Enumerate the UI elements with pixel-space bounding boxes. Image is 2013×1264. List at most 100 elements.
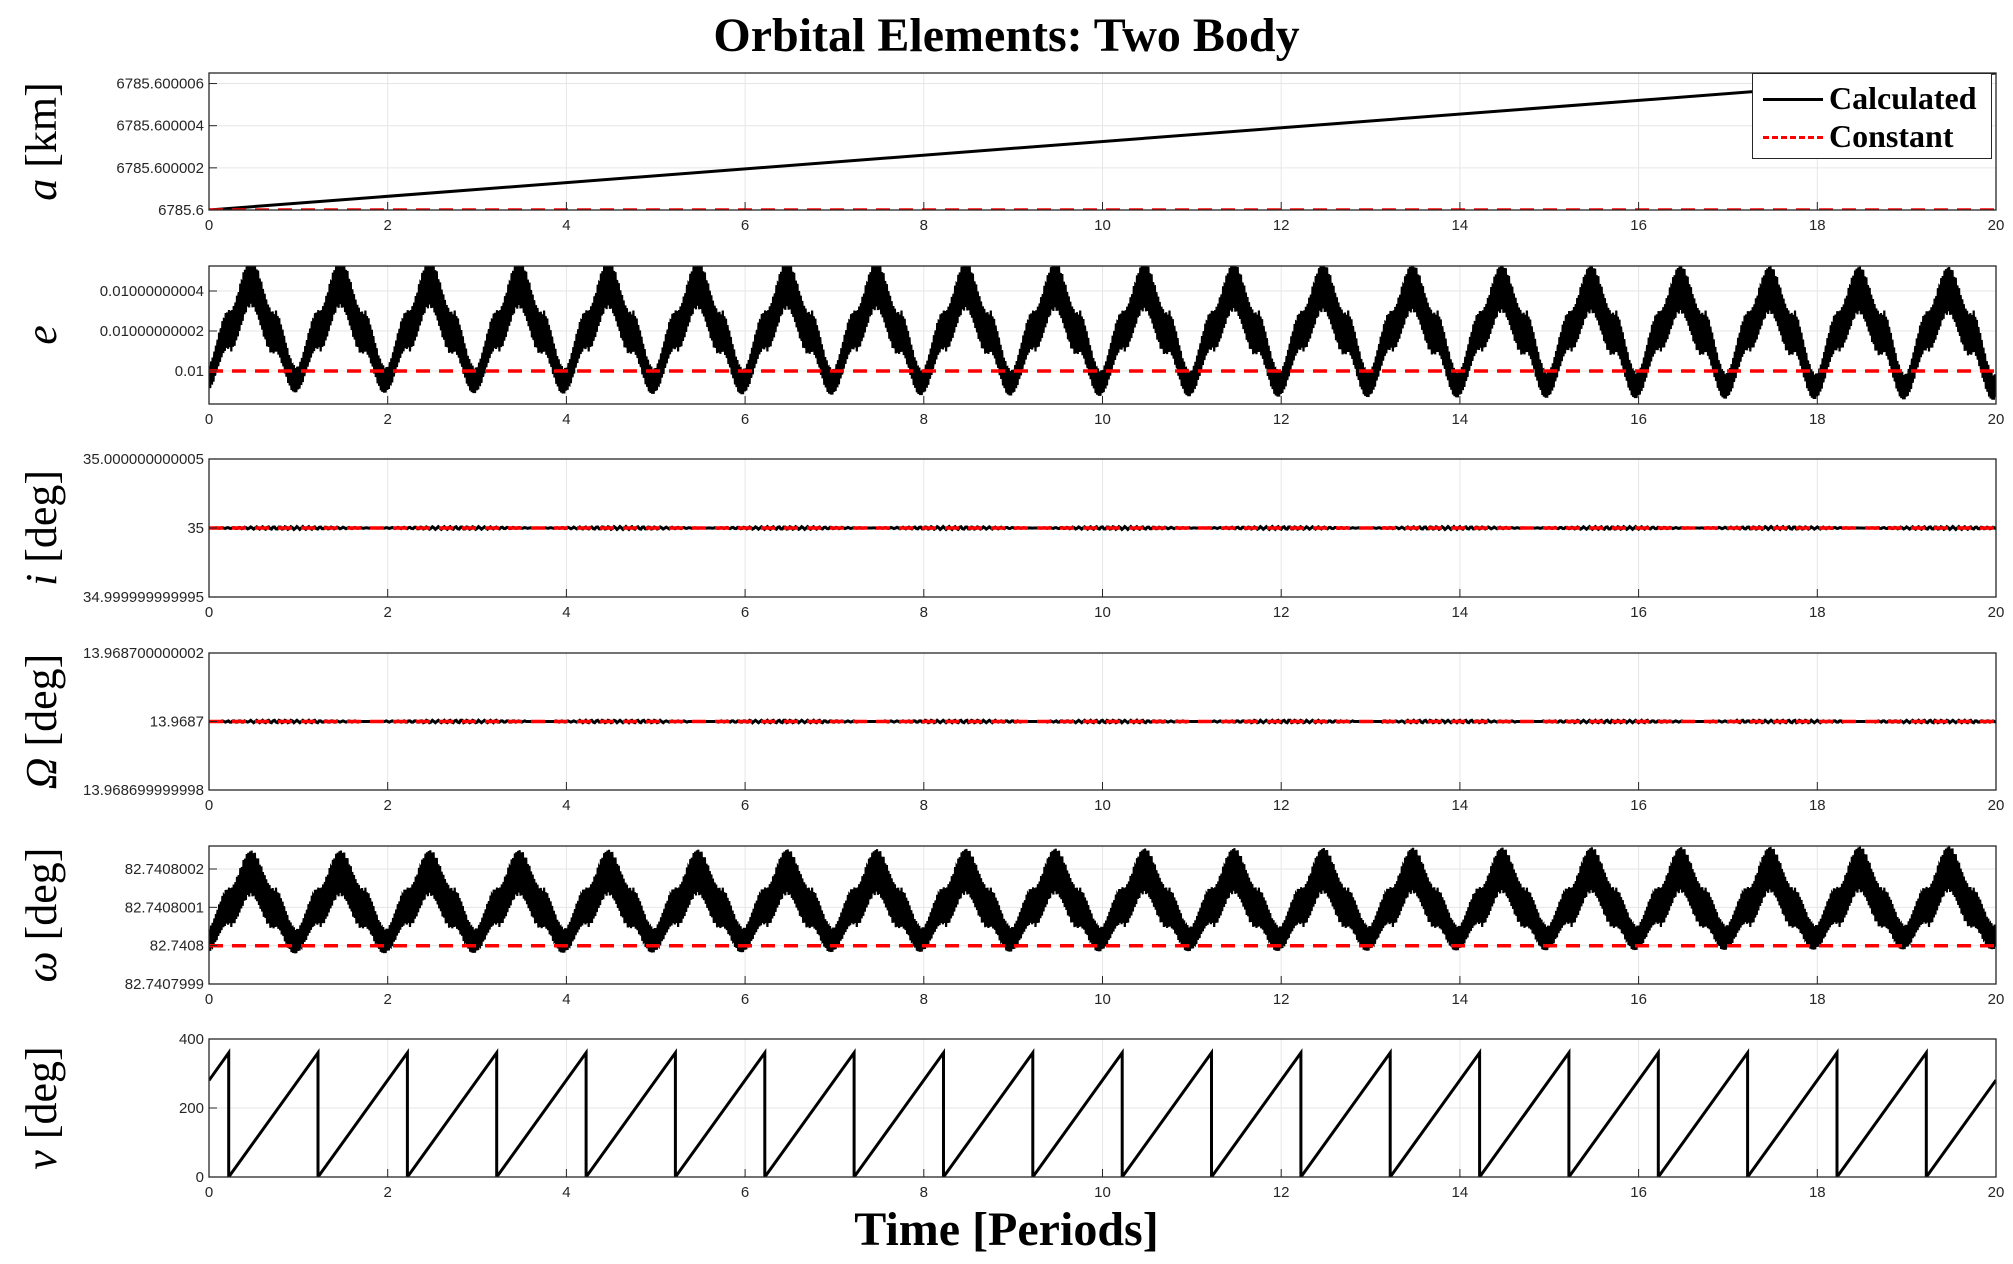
x-tick-label: 8: [920, 217, 928, 234]
y-axis-symbol-e: e: [17, 325, 66, 345]
x-tick-label: 4: [562, 1184, 570, 1201]
x-tick-label: 2: [384, 411, 392, 428]
x-tick-label: 16: [1630, 217, 1647, 234]
subplot-a: 0 2 4 6 8 10 12 14 16 18 20 6785.6 6785.600002 6785.6…: [17, 73, 2004, 234]
y-axis-symbol-i: i: [17, 574, 66, 586]
legend-line-calculated: [1763, 98, 1823, 101]
x-tick-label: 14: [1452, 411, 1469, 428]
x-tick-label: 0: [205, 991, 213, 1008]
x-tick-label: 10: [1094, 411, 1111, 428]
y-axis-label-e: e: [17, 325, 66, 345]
y-tick-label: 13.9687: [150, 714, 204, 731]
y-tick-label: 200: [179, 1100, 204, 1117]
x-tick-label: 12: [1273, 991, 1290, 1008]
y-tick-label: 82.7408002: [125, 861, 204, 878]
x-tick-label: 20: [1988, 411, 2005, 428]
x-tick-label: 20: [1988, 991, 2005, 1008]
x-tick-label: 2: [384, 797, 392, 814]
x-tick-label: 0: [205, 1184, 213, 1201]
legend-label-calculated: Calculated: [1829, 80, 1977, 116]
x-tick-label: 16: [1630, 1184, 1647, 1201]
x-tick-label: 14: [1452, 604, 1469, 621]
x-axis-label: Time [Periods]: [0, 1202, 2013, 1257]
x-tick-label: 2: [384, 604, 392, 621]
x-tick-label: 18: [1809, 604, 1826, 621]
y-axis-symbol-nu: ν: [17, 1150, 66, 1170]
y-tick-label: 0: [196, 1169, 204, 1186]
subplot-i: 0 2 4 6 8 10 12 14 16 18 20 34.999999999995 35 35.000…: [17, 451, 2004, 621]
y-tick-label: 400: [179, 1031, 204, 1048]
x-tick-label: 4: [562, 797, 570, 814]
x-tick-label: 4: [562, 604, 570, 621]
x-tick-label: 6: [741, 411, 749, 428]
x-tick-label: 6: [741, 217, 749, 234]
y-axis-label-a: a [km]: [17, 82, 66, 201]
y-axis-symbol-Omega: Ω: [17, 758, 66, 790]
y-axis-symbol-a: a: [17, 179, 66, 201]
x-tick-label: 18: [1809, 991, 1826, 1008]
x-tick-label: 12: [1273, 797, 1290, 814]
legend-item-constant: Constant: [1753, 118, 1993, 154]
plot-area-i: [209, 527, 1996, 530]
x-tick-label: 4: [562, 991, 570, 1008]
x-tick-label: 18: [1809, 411, 1826, 428]
y-tick-label: 6785.6: [158, 202, 204, 219]
x-tick-label: 18: [1809, 1184, 1826, 1201]
x-tick-label: 8: [920, 604, 928, 621]
x-tick-label: 12: [1273, 217, 1290, 234]
subplot-e: 0 2 4 6 8 10 12 14 16 18 20 0.01 0.01000000002 0.0100…: [17, 260, 2004, 429]
x-tick-label: 0: [205, 604, 213, 621]
x-tick-label: 20: [1988, 1184, 2005, 1201]
y-tick-label: 82.7408001: [125, 899, 204, 916]
x-tick-label: 10: [1094, 797, 1111, 814]
legend-item-calculated: Calculated: [1753, 80, 1993, 116]
x-tick-label: 14: [1452, 1184, 1469, 1201]
legend-line-constant: [1763, 136, 1823, 139]
x-tick-label: 6: [741, 604, 749, 621]
y-tick-label: 6785.600006: [116, 76, 204, 93]
x-tick-label: 10: [1094, 1184, 1111, 1201]
y-axis-label-Omega: Ω [deg]: [17, 654, 66, 790]
x-tick-label: 10: [1094, 604, 1111, 621]
y-axis-unit-a: [km]: [17, 82, 66, 179]
x-tick-label: 16: [1630, 991, 1647, 1008]
x-tick-label: 18: [1809, 797, 1826, 814]
y-axis-label-omega: ω [deg]: [17, 848, 66, 983]
y-axis-unit-i: [deg]: [17, 470, 66, 574]
x-tick-label: 12: [1273, 604, 1290, 621]
x-tick-label: 18: [1809, 217, 1826, 234]
x-tick-label: 12: [1273, 411, 1290, 428]
y-tick-label: 6785.600002: [116, 160, 204, 177]
y-tick-label: 34.999999999995: [83, 589, 204, 606]
x-tick-label: 8: [920, 797, 928, 814]
x-tick-label: 12: [1273, 1184, 1290, 1201]
x-tick-label: 0: [205, 217, 213, 234]
subplot-Omega: 0 2 4 6 8 10 12 14 16 18 20 13.968699999998 13.9687 1…: [17, 645, 2004, 814]
y-axis-unit-omega: [deg]: [17, 848, 66, 952]
y-tick-label: 13.968699999998: [83, 782, 204, 799]
y-tick-label: 0.01: [175, 363, 204, 380]
y-axis-symbol-omega: ω: [17, 951, 66, 982]
x-tick-label: 20: [1988, 604, 2005, 621]
x-tick-label: 20: [1988, 217, 2005, 234]
x-tick-label: 2: [384, 1184, 392, 1201]
legend-label-constant: Constant: [1829, 118, 1953, 154]
y-tick-label: 6785.600004: [116, 118, 204, 135]
x-tick-label: 14: [1452, 217, 1469, 234]
x-tick-label: 16: [1630, 411, 1647, 428]
x-tick-label: 6: [741, 797, 749, 814]
x-tick-label: 8: [920, 1184, 928, 1201]
x-tick-label: 8: [920, 991, 928, 1008]
x-tick-label: 10: [1094, 991, 1111, 1008]
x-tick-label: 20: [1988, 797, 2005, 814]
legend: Calculated Constant: [1752, 73, 1992, 159]
y-tick-label: 35.000000000005: [83, 451, 204, 468]
x-tick-label: 14: [1452, 991, 1469, 1008]
x-tick-label: 4: [562, 217, 570, 234]
y-axis-unit-Omega: [deg]: [17, 654, 66, 758]
x-tick-label: 2: [384, 991, 392, 1008]
y-tick-label: 82.7408: [150, 938, 204, 955]
